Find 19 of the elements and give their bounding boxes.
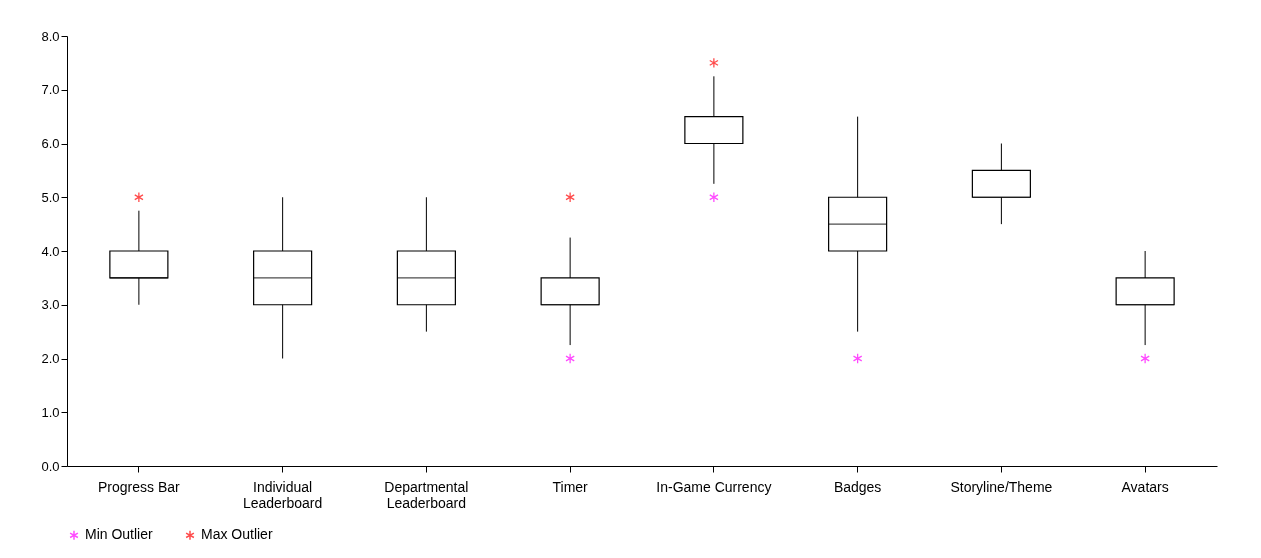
x-tick-label: Progress Bar [98,478,181,495]
legend-label: Max Outlier [201,526,273,543]
x-tick-label: Storyline/Theme [950,478,1053,495]
y-tick-label: 0.0 [41,458,60,474]
y-tick-label: 6.0 [41,136,60,151]
y-tick-label: 2.0 [41,351,60,366]
x-tick-label: Avatars [1121,478,1169,495]
y-tick-label: 4.0 [41,243,60,259]
x-tick-label: Departmental Leaderboard [384,478,469,511]
y-tick-label: 5.0 [41,189,60,205]
legend-label: Min Outlier [85,526,154,543]
x-tick-label: Badges [833,478,882,495]
x-tick-label: Individual Leaderboard [242,478,323,511]
y-tick-label: 8.0 [41,28,60,44]
y-tick-label: 3.0 [41,297,60,313]
y-tick-label: 7.0 [41,82,60,98]
x-tick-label: Timer [552,478,589,495]
x-tick-label: In-Game Currency [656,478,772,495]
y-tick-label: 1.0 [41,404,60,420]
